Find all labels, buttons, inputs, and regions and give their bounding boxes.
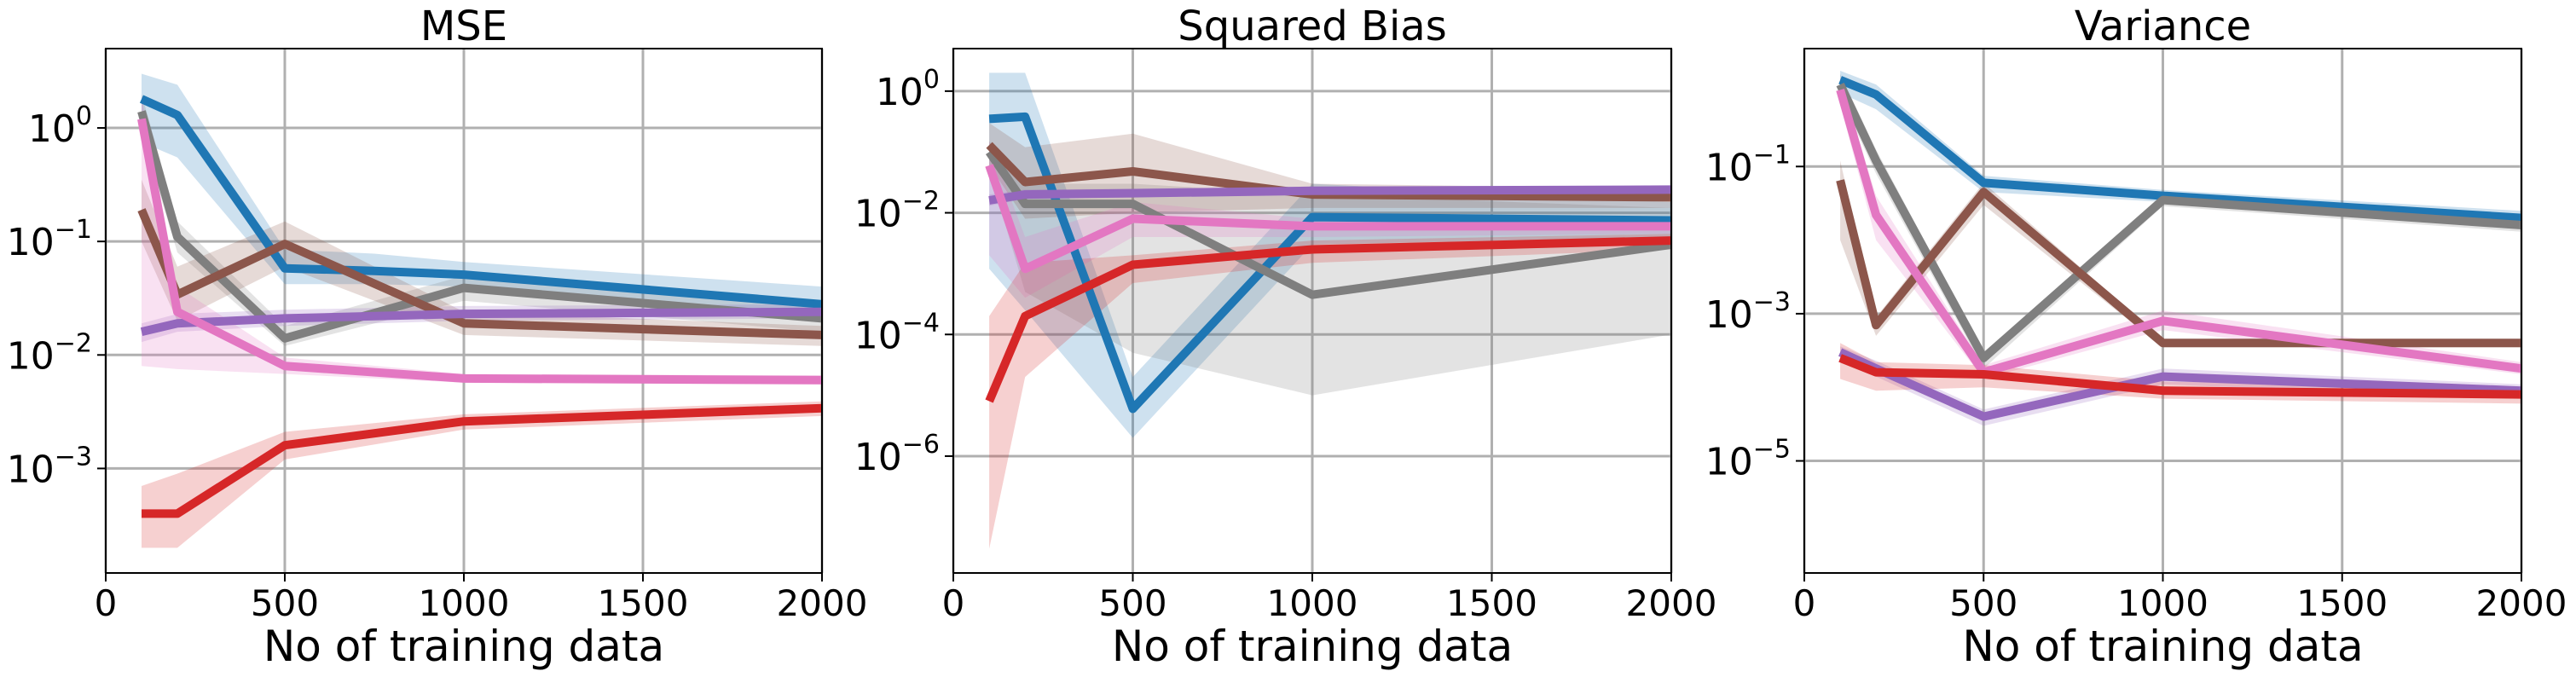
squared-bias-x-tick-label: 2000 [1626,582,1717,624]
mse-y-tick-label: 10−1 [7,215,92,264]
variance-x-tick-label: 1500 [2296,582,2388,624]
squared-bias-series [985,112,1672,414]
squared-bias-purple-line [988,185,1672,205]
squared-bias-x-tick-label: 0 [942,582,965,624]
variance-gray-band [1840,73,2521,369]
squared-bias-xlabel: No of training data [1112,622,1513,671]
variance-y-tick-label: 10−5 [1705,435,1791,484]
variance-panel: Variance No of training data 0 500 1000 150… [1705,3,2567,671]
mse-gray-line [137,110,823,343]
mse-x-tick-label: 1500 [598,582,689,624]
variance-grid [1803,49,2523,573]
mse-panel: MSE No of training data 0 500 1000 1500 2000… [7,3,868,671]
squared-bias-red-line [985,236,1672,403]
mse-pink-band [142,95,822,385]
variance-x-tick-label: 1000 [2117,582,2208,624]
squared-bias-y-tick-label: 10−6 [854,430,940,479]
variance-gray-line [1836,82,2522,362]
squared-bias-y-tick-label: 10−2 [854,187,940,236]
squared-bias-gray-band [989,141,1671,396]
variance-title: Variance [2075,3,2251,50]
variance-brown-line [1836,179,2521,348]
mse-xlabel: No of training data [263,622,664,671]
squared-bias-bands [989,72,1671,549]
squared-bias-y-tick-label: 10−4 [854,308,940,357]
squared-bias-blue-line [988,112,1672,414]
variance-y-tick-label: 10−1 [1705,140,1791,189]
squared-bias-title: Squared Bias [1178,3,1446,50]
mse-y-tick-label: 10−3 [7,442,92,491]
variance-blue-line [1838,76,2522,223]
variance-x-tick-label: 2000 [2476,582,2567,624]
mse-x-tick-label: 0 [95,582,118,624]
mse-x-tick-label: 2000 [777,582,868,624]
squared-bias-y-tick-label: 100 [876,65,940,114]
squared-bias-x-tick-label: 1000 [1267,582,1358,624]
squared-bias-x-tick-label: 500 [1098,582,1166,624]
mse-y-tick-label: 100 [28,101,92,151]
mse-title: MSE [420,3,507,50]
variance-series [1836,76,2522,421]
mse-pink-line [137,118,823,385]
squared-bias-brown-line [986,142,1672,202]
variance-brown-band [1840,160,2521,348]
mse-gray-band [142,94,822,346]
mse-purple-line [140,307,823,336]
variance-pink-band [1840,78,2521,379]
variance-xlabel: No of training data [1962,622,2363,671]
variance-x-tick-label: 0 [1793,582,1816,624]
variance-y-tick-label: 10−3 [1705,287,1791,337]
variance-red-line [1838,354,2522,399]
squared-bias-gray-line [985,149,1672,299]
squared-bias-panel: Squared Bias No of training data 0 500 100… [854,3,1717,671]
squared-bias-red-band [989,234,1671,549]
variance-purple-band [1840,346,2521,426]
mse-y-tick-label: 10−2 [7,328,92,378]
variance-x-tick-label: 500 [1949,582,2017,624]
mse-blue-line [139,95,823,309]
squared-bias-pink-line [985,164,1671,274]
squared-bias-x-tick-label: 1500 [1446,582,1537,624]
mse-x-tick-label: 1000 [419,582,510,624]
mse-series [137,95,823,518]
mse-x-tick-label: 500 [251,582,319,624]
mse-red-line [142,403,823,518]
